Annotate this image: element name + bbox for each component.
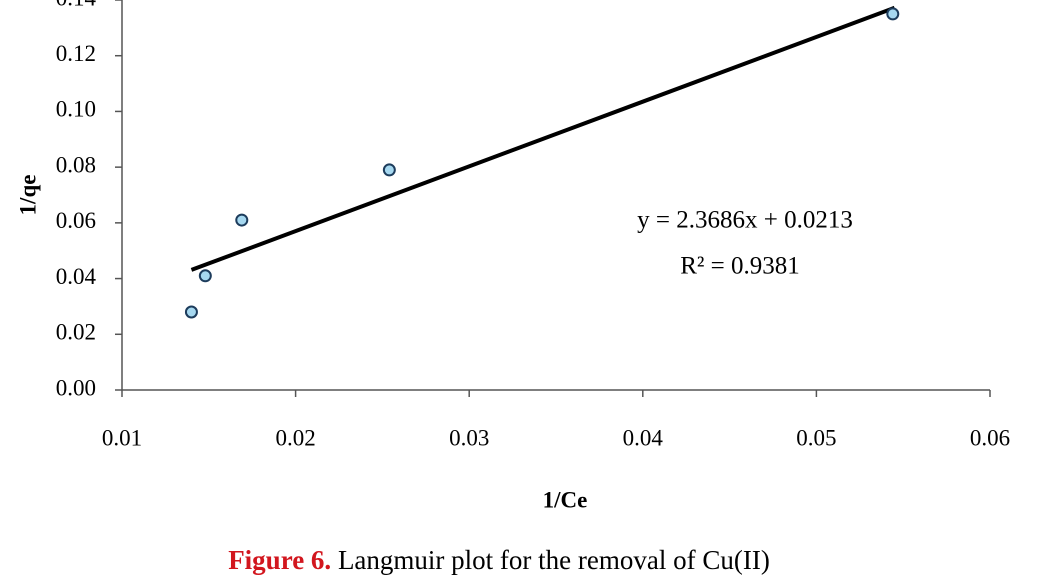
x-tick-label: 0.03 — [449, 425, 489, 450]
y-tick-label: 0.06 — [56, 208, 96, 233]
trendline — [190, 5, 896, 272]
y-tick-label: 0.10 — [56, 97, 96, 122]
x-tick-label: 0.01 — [102, 425, 142, 450]
y-tick-label: 0.08 — [56, 152, 96, 177]
trendline-equation: y = 2.3686x + 0.0213 — [637, 207, 853, 234]
y-tick-label: 0.02 — [56, 320, 96, 345]
x-tick-label: 0.02 — [275, 425, 315, 450]
x-axis-label: 1/Ce — [543, 487, 588, 512]
x-tick-label: 0.05 — [796, 425, 836, 450]
data-point — [198, 269, 212, 283]
data-point — [235, 213, 249, 227]
y-tick-label: 0.12 — [56, 41, 96, 66]
x-tick-label: 0.06 — [970, 425, 1010, 450]
y-tick-label: 0.00 — [56, 375, 96, 400]
y-tick-label: 0.04 — [56, 264, 97, 289]
y-tick-label: 0.14 — [56, 0, 97, 10]
caption: Figure 6. Langmuir plot for the removal … — [228, 545, 770, 575]
r-squared: R² = 0.9381 — [680, 253, 800, 280]
y-axis-label: 1/qe — [15, 175, 40, 216]
data-point — [184, 305, 198, 319]
data-point — [886, 7, 900, 21]
caption-text: Langmuir plot for the removal of Cu(II) — [338, 545, 770, 575]
data-point — [382, 163, 396, 177]
x-tick-label: 0.04 — [623, 425, 664, 450]
caption-label: Figure 6. — [228, 545, 331, 575]
